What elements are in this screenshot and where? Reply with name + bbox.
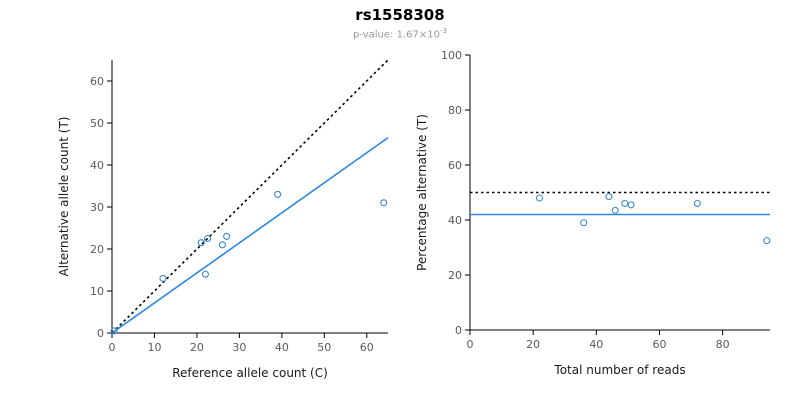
y-tick-label: 100: [441, 49, 462, 62]
y-tick-label: 80: [448, 104, 462, 117]
y-tick-label: 30: [90, 201, 104, 214]
x-tick-label: 50: [317, 341, 331, 354]
y-tick-label: 10: [90, 285, 104, 298]
y-tick-label: 40: [448, 214, 462, 227]
data-point: [611, 206, 619, 214]
data-point: [223, 232, 231, 240]
y-tick-label: 20: [90, 243, 104, 256]
pvalue-subtitle: p-value: 1.67×10-3: [0, 27, 800, 40]
data-point: [621, 199, 629, 208]
data-point: [605, 193, 613, 201]
data-point: [380, 199, 388, 207]
data-point: [535, 194, 544, 202]
fit-line: [111, 137, 389, 334]
x-axis-title: Total number of reads: [553, 363, 685, 377]
data-point: [159, 274, 167, 282]
x-tick-label: 80: [716, 338, 730, 351]
data-point: [201, 270, 209, 278]
x-tick-label: 60: [652, 338, 666, 351]
data-point: [693, 199, 701, 208]
x-axis-title: Reference allele count (C): [172, 366, 328, 380]
x-tick-label: 40: [589, 338, 603, 351]
y-tick-label: 60: [448, 159, 462, 172]
y-tick-label: 40: [90, 159, 104, 172]
x-tick-label: 20: [526, 338, 540, 351]
x-tick-label: 0: [467, 338, 474, 351]
y-tick-label: 60: [90, 75, 104, 88]
scatter-allele-counts: 0 10 20 30 40 50 60 0 10 20 30 40 50 60 Reference alle…: [57, 59, 389, 380]
data-point: [580, 219, 588, 227]
pvalue-exponent: -3: [439, 27, 447, 35]
x-tick-label: 20: [190, 341, 204, 354]
y-tick-label: 20: [448, 269, 462, 282]
y-tick-label: 50: [90, 117, 104, 130]
x-tick-label: 10: [147, 341, 161, 354]
x-tick-label: 30: [232, 341, 246, 354]
data-point: [627, 201, 635, 209]
figure-header: rs1558308 p-value: 1.67×10-3: [0, 6, 800, 40]
data-point: [218, 241, 226, 249]
y-axis-title: Percentage alternative (T): [415, 114, 429, 271]
data-point: [203, 234, 212, 243]
y-tick-label: 0: [97, 327, 104, 340]
data-point: [763, 237, 771, 245]
snp-title: rs1558308: [355, 6, 445, 24]
data-point: [110, 327, 118, 335]
x-tick-label: 0: [109, 341, 116, 354]
identity-line: [111, 59, 389, 334]
x-tick-label: 40: [275, 341, 289, 354]
x-tick-label: 60: [360, 341, 374, 354]
scatter-percentage-reads: 0 20 40 60 80 0 20 40 60 80 100 Total number of rea…: [415, 49, 771, 377]
pvalue-text: p-value: 1.67×10: [353, 29, 440, 41]
data-point: [274, 190, 282, 198]
y-tick-label: 0: [455, 324, 462, 337]
data-point: [197, 239, 205, 247]
y-axis-title: Alternative allele count (T): [57, 117, 71, 277]
